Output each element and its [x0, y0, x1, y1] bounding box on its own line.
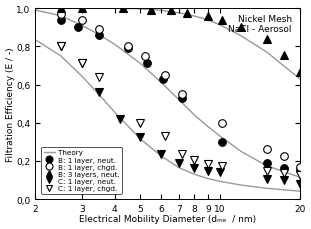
- C: 1 layer, neut.: (17.5, 0.1): 1 layer, neut.: (17.5, 0.1): [282, 179, 286, 182]
- C: 1 layer, neut.: (20, 0.08): 1 layer, neut.: (20, 0.08): [298, 183, 302, 185]
- B: 1 layer, chgd.: (2.5, 0.97): 1 layer, chgd.: (2.5, 0.97): [59, 13, 63, 16]
- B: 1 layer, neut.: (4.5, 0.79): 1 layer, neut.: (4.5, 0.79): [126, 48, 130, 50]
- C: 1 layer, chgd.: (8, 0.205): 1 layer, chgd.: (8, 0.205): [193, 159, 196, 162]
- Legend: Theory, B: 1 layer, neut., B: 1 layer, chgd., B: 3 layers, neut., C: 1 layer, ne: Theory, B: 1 layer, neut., B: 1 layer, c…: [41, 147, 122, 194]
- B: 3 layers, neut.: (9, 0.96): 3 layers, neut.: (9, 0.96): [206, 15, 210, 18]
- C: 1 layer, neut.: (7, 0.19): 1 layer, neut.: (7, 0.19): [177, 162, 181, 165]
- B: 1 layer, neut.: (10.2, 0.3): 1 layer, neut.: (10.2, 0.3): [220, 141, 224, 144]
- B: 1 layer, neut.: (7.2, 0.53): 1 layer, neut.: (7.2, 0.53): [180, 97, 184, 100]
- B: 3 layers, neut.: (3, 1): 3 layers, neut.: (3, 1): [80, 8, 84, 10]
- B: 1 layer, neut.: (3.5, 0.86): 1 layer, neut.: (3.5, 0.86): [98, 34, 101, 37]
- C: 1 layer, chgd.: (3.5, 0.64): 1 layer, chgd.: (3.5, 0.64): [98, 76, 101, 79]
- B: 3 layers, neut.: (5.5, 0.99): 3 layers, neut.: (5.5, 0.99): [150, 10, 153, 12]
- B: 1 layer, chgd.: (4.5, 0.8): 1 layer, chgd.: (4.5, 0.8): [126, 46, 130, 49]
- B: 3 layers, neut.: (20, 0.665): 3 layers, neut.: (20, 0.665): [298, 71, 302, 74]
- C: 1 layer, chgd.: (2.5, 0.8): 1 layer, chgd.: (2.5, 0.8): [59, 46, 63, 49]
- C: 1 layer, chgd.: (6.2, 0.33): 1 layer, chgd.: (6.2, 0.33): [163, 135, 167, 138]
- C: 1 layer, neut.: (9, 0.15): 1 layer, neut.: (9, 0.15): [206, 169, 210, 172]
- B: 1 layer, chgd.: (6.2, 0.65): 1 layer, chgd.: (6.2, 0.65): [163, 74, 167, 77]
- Line: C: 1 layer, chgd.: C: 1 layer, chgd.: [57, 43, 304, 179]
- B: 1 layer, chgd.: (10.2, 0.4): 1 layer, chgd.: (10.2, 0.4): [220, 122, 224, 125]
- Line: C: 1 layer, neut.: C: 1 layer, neut.: [57, 43, 304, 188]
- C: 1 layer, neut.: (3, 0.71): 1 layer, neut.: (3, 0.71): [80, 63, 84, 65]
- B: 3 layers, neut.: (12, 0.9): 3 layers, neut.: (12, 0.9): [239, 27, 243, 29]
- C: 1 layer, chgd.: (17.5, 0.135): 1 layer, chgd.: (17.5, 0.135): [282, 172, 286, 175]
- C: 1 layer, chgd.: (7.2, 0.235): 1 layer, chgd.: (7.2, 0.235): [180, 153, 184, 156]
- B: 3 layers, neut.: (17.5, 0.755): 3 layers, neut.: (17.5, 0.755): [282, 54, 286, 57]
- C: 1 layer, neut.: (15, 0.105): 1 layer, neut.: (15, 0.105): [265, 178, 269, 181]
- B: 1 layer, neut.: (15, 0.19): 1 layer, neut.: (15, 0.19): [265, 162, 269, 165]
- B: 3 layers, neut.: (10.2, 0.935): 3 layers, neut.: (10.2, 0.935): [220, 20, 224, 23]
- C: 1 layer, chgd.: (15, 0.145): 1 layer, chgd.: (15, 0.145): [265, 170, 269, 173]
- B: 1 layer, chgd.: (3.5, 0.89): 1 layer, chgd.: (3.5, 0.89): [98, 29, 101, 31]
- B: 3 layers, neut.: (4.3, 1): 3 layers, neut.: (4.3, 1): [121, 8, 125, 10]
- Line: B: 1 layer, neut.: B: 1 layer, neut.: [57, 17, 304, 174]
- C: 1 layer, neut.: (3.5, 0.56): 1 layer, neut.: (3.5, 0.56): [98, 91, 101, 94]
- B: 1 layer, neut.: (5.3, 0.71): 1 layer, neut.: (5.3, 0.71): [145, 63, 149, 65]
- B: 1 layer, neut.: (17.5, 0.165): 1 layer, neut.: (17.5, 0.165): [282, 166, 286, 169]
- B: 1 layer, chgd.: (7.2, 0.55): 1 layer, chgd.: (7.2, 0.55): [180, 93, 184, 96]
- B: 1 layer, chgd.: (17.5, 0.225): 1 layer, chgd.: (17.5, 0.225): [282, 155, 286, 158]
- Line: B: 1 layer, chgd.: B: 1 layer, chgd.: [57, 11, 304, 171]
- C: 1 layer, chgd.: (9, 0.185): 1 layer, chgd.: (9, 0.185): [206, 163, 210, 166]
- X-axis label: Electrical Mobility Diameter (dₘₑ  / nm): Electrical Mobility Diameter (dₘₑ / nm): [79, 215, 256, 224]
- B: 3 layers, neut.: (15, 0.84): 3 layers, neut.: (15, 0.84): [265, 38, 269, 41]
- B: 1 layer, chgd.: (5.2, 0.75): 1 layer, chgd.: (5.2, 0.75): [143, 55, 147, 58]
- C: 1 layer, chgd.: (3, 0.71): 1 layer, chgd.: (3, 0.71): [80, 63, 84, 65]
- C: 1 layer, chgd.: (10.2, 0.175): 1 layer, chgd.: (10.2, 0.175): [220, 165, 224, 167]
- C: 1 layer, neut.: (10, 0.14): 1 layer, neut.: (10, 0.14): [218, 171, 222, 174]
- B: 1 layer, neut.: (20, 0.155): 1 layer, neut.: (20, 0.155): [298, 169, 302, 171]
- B: 3 layers, neut.: (6.5, 0.99): 3 layers, neut.: (6.5, 0.99): [169, 10, 172, 12]
- Text: Nickel Mesh
NaCl - Aerosol: Nickel Mesh NaCl - Aerosol: [228, 15, 292, 34]
- B: 1 layer, neut.: (6.1, 0.63): 1 layer, neut.: (6.1, 0.63): [161, 78, 165, 81]
- B: 1 layer, chgd.: (3, 0.94): 1 layer, chgd.: (3, 0.94): [80, 19, 84, 22]
- C: 1 layer, neut.: (6, 0.235): 1 layer, neut.: (6, 0.235): [160, 153, 163, 156]
- Line: B: 3 layers, neut.: B: 3 layers, neut.: [57, 5, 304, 76]
- B: 3 layers, neut.: (2.5, 1): 3 layers, neut.: (2.5, 1): [59, 8, 63, 10]
- C: 1 layer, neut.: (5, 0.325): 1 layer, neut.: (5, 0.325): [138, 136, 142, 139]
- C: 1 layer, chgd.: (20, 0.125): 1 layer, chgd.: (20, 0.125): [298, 174, 302, 177]
- B: 3 layers, neut.: (7.5, 0.975): 3 layers, neut.: (7.5, 0.975): [185, 12, 189, 15]
- C: 1 layer, neut.: (4.2, 0.42): 1 layer, neut.: (4.2, 0.42): [118, 118, 122, 121]
- C: 1 layer, neut.: (8, 0.165): 1 layer, neut.: (8, 0.165): [193, 166, 196, 169]
- B: 1 layer, chgd.: (20, 0.17): 1 layer, chgd.: (20, 0.17): [298, 166, 302, 168]
- B: 1 layer, chgd.: (15, 0.265): 1 layer, chgd.: (15, 0.265): [265, 147, 269, 150]
- C: 1 layer, chgd.: (5, 0.4): 1 layer, chgd.: (5, 0.4): [138, 122, 142, 125]
- C: 1 layer, neut.: (2.5, 0.8): 1 layer, neut.: (2.5, 0.8): [59, 46, 63, 49]
- Y-axis label: Filtration Efficiency (E / -): Filtration Efficiency (E / -): [6, 47, 15, 161]
- B: 1 layer, neut.: (2.5, 0.94): 1 layer, neut.: (2.5, 0.94): [59, 19, 63, 22]
- B: 1 layer, neut.: (2.9, 0.9): 1 layer, neut.: (2.9, 0.9): [76, 27, 80, 29]
